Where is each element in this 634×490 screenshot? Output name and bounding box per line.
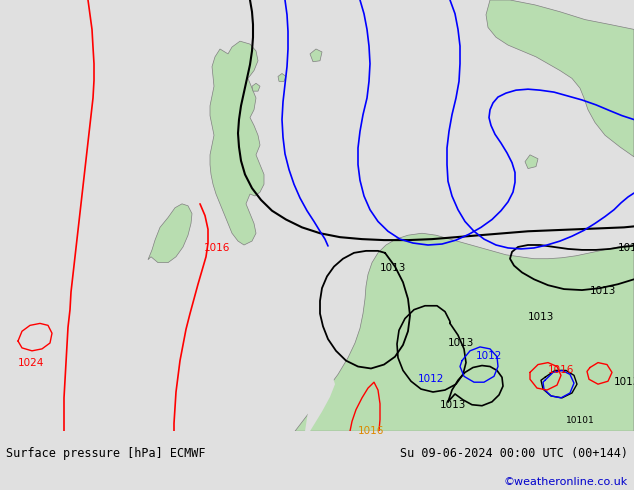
Polygon shape [525, 155, 538, 169]
Text: 1016: 1016 [358, 426, 384, 436]
Text: 1013: 1013 [614, 377, 634, 387]
Text: 1013: 1013 [440, 400, 467, 410]
Polygon shape [310, 49, 322, 62]
Text: 1012: 1012 [476, 351, 502, 361]
Text: ©weatheronline.co.uk: ©weatheronline.co.uk [503, 477, 628, 487]
Text: 1024: 1024 [18, 358, 44, 368]
Text: 1013: 1013 [528, 312, 554, 321]
Text: 10101: 10101 [566, 416, 595, 424]
Polygon shape [305, 370, 335, 431]
Text: 1016: 1016 [204, 243, 230, 253]
Text: 101: 101 [618, 243, 634, 253]
Text: 1013: 1013 [590, 286, 616, 296]
Text: 1013: 1013 [448, 338, 474, 348]
Polygon shape [295, 233, 634, 431]
Text: Su 09-06-2024 00:00 UTC (00+144): Su 09-06-2024 00:00 UTC (00+144) [399, 447, 628, 460]
Polygon shape [252, 83, 260, 91]
Text: 1013: 1013 [380, 263, 406, 272]
Polygon shape [210, 41, 264, 245]
Text: 1012: 1012 [418, 374, 444, 384]
Polygon shape [148, 204, 192, 263]
Polygon shape [278, 74, 286, 81]
Text: 1016: 1016 [548, 365, 574, 374]
Text: Surface pressure [hPa] ECMWF: Surface pressure [hPa] ECMWF [6, 447, 206, 460]
Polygon shape [486, 0, 634, 157]
